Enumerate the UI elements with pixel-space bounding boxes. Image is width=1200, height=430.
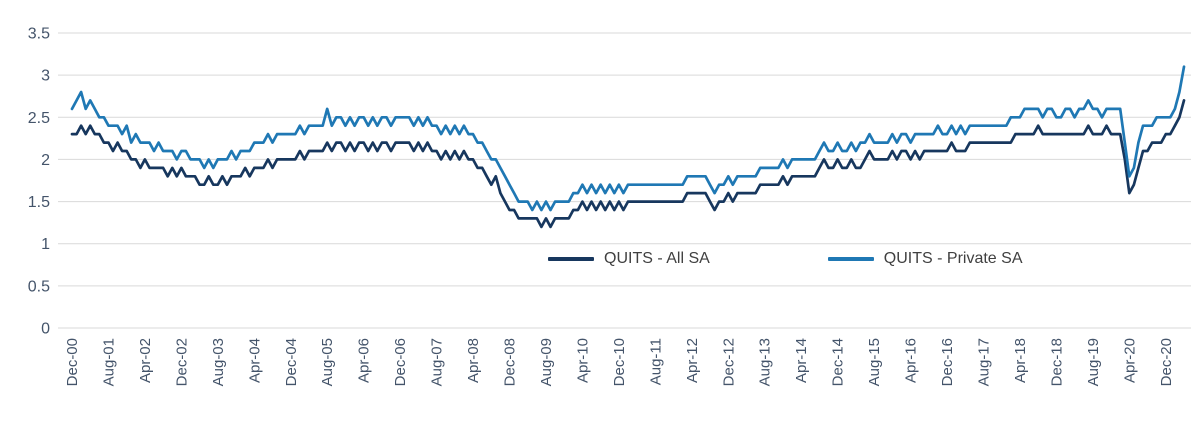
svg-text:Aug-05: Aug-05 (319, 338, 336, 386)
legend-label-quits-all: QUITS - All SA (604, 250, 710, 267)
svg-text:0.5: 0.5 (28, 278, 50, 295)
svg-text:Aug-13: Aug-13 (757, 338, 774, 386)
svg-text:Dec-06: Dec-06 (392, 338, 409, 386)
svg-text:Apr-14: Apr-14 (793, 338, 810, 383)
svg-text:Aug-17: Aug-17 (976, 338, 993, 386)
svg-text:Apr-02: Apr-02 (137, 338, 154, 383)
svg-text:Dec-12: Dec-12 (720, 338, 737, 386)
svg-text:Dec-00: Dec-00 (64, 338, 81, 386)
svg-text:Aug-15: Aug-15 (866, 338, 883, 386)
svg-text:Apr-16: Apr-16 (903, 338, 920, 383)
svg-text:Aug-11: Aug-11 (647, 338, 664, 385)
legend-line-private-swatch (827, 257, 874, 261)
svg-text:3.5: 3.5 (28, 26, 50, 43)
svg-text:1.5: 1.5 (28, 194, 50, 211)
svg-text:Dec-08: Dec-08 (502, 338, 519, 386)
svg-text:0: 0 (41, 321, 50, 338)
svg-text:Dec-14: Dec-14 (830, 338, 847, 386)
svg-text:Aug-19: Aug-19 (1085, 338, 1102, 386)
svg-text:Aug-07: Aug-07 (429, 338, 446, 386)
svg-text:2: 2 (41, 152, 50, 169)
svg-text:Dec-16: Dec-16 (939, 338, 956, 386)
svg-text:Apr-20: Apr-20 (1121, 338, 1138, 383)
legend-item-quits-all: QUITS - All SA (548, 250, 710, 268)
svg-text:Apr-18: Apr-18 (1012, 338, 1029, 383)
svg-text:Dec-18: Dec-18 (1048, 338, 1065, 386)
svg-text:Aug-03: Aug-03 (210, 338, 227, 386)
svg-text:Apr-06: Apr-06 (356, 338, 373, 383)
legend-item-quits-private: QUITS - Private SA (827, 250, 1023, 268)
svg-text:2.5: 2.5 (28, 110, 50, 127)
svg-text:Dec-02: Dec-02 (173, 338, 190, 386)
svg-text:Dec-20: Dec-20 (1158, 338, 1175, 386)
svg-text:Apr-04: Apr-04 (246, 338, 263, 383)
legend-label-quits-private: QUITS - Private SA (883, 250, 1023, 267)
svg-text:Apr-12: Apr-12 (684, 338, 701, 383)
svg-text:3: 3 (41, 68, 50, 85)
svg-text:Apr-10: Apr-10 (574, 338, 591, 383)
chart-legend: QUITS - All SA QUITS - Private SA (548, 250, 1023, 268)
legend-line-all-swatch (548, 257, 594, 261)
svg-text:Aug-01: Aug-01 (101, 338, 118, 386)
svg-text:Aug-09: Aug-09 (538, 338, 555, 386)
svg-text:Dec-10: Dec-10 (611, 338, 628, 386)
svg-text:Dec-04: Dec-04 (283, 338, 300, 386)
svg-text:1: 1 (41, 236, 50, 253)
svg-text:Apr-08: Apr-08 (465, 338, 482, 383)
